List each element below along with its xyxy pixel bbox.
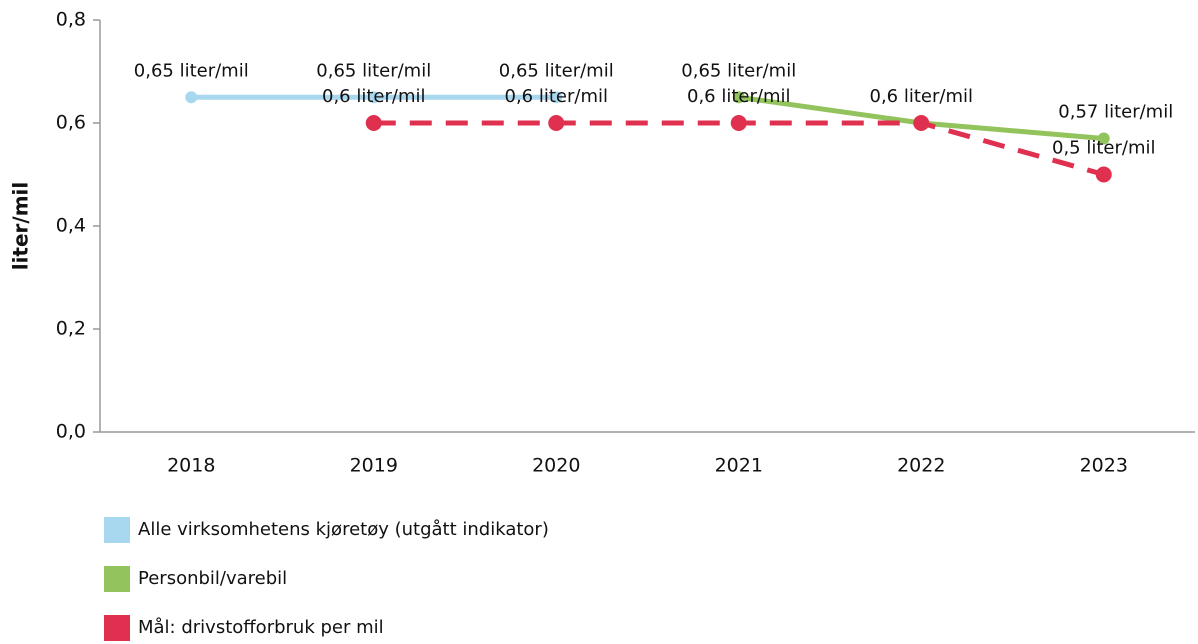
x-tick-label: 2020 <box>532 455 580 477</box>
data-label: 0,65 liter/mil <box>681 60 796 81</box>
x-tick-label: 2023 <box>1080 455 1128 477</box>
data-label: 0,65 liter/mil <box>316 60 431 81</box>
point <box>1097 132 1110 145</box>
legend-label: Mål: drivstofforbruk per mil <box>138 617 384 638</box>
data-label: 0,5 liter/mil <box>1052 138 1155 159</box>
data-label: 0,65 liter/mil <box>499 60 614 81</box>
point <box>732 91 745 104</box>
point <box>367 91 380 104</box>
data-label: 0,6 liter/mil <box>687 86 790 107</box>
legend-label: Personbil/varebil <box>138 568 287 589</box>
point <box>1095 166 1112 183</box>
data-label: 0,65 liter/mil <box>134 60 249 81</box>
y-tick-label: 0,2 <box>56 318 86 340</box>
y-tick-label: 0,4 <box>56 215 86 237</box>
legend-swatch <box>104 517 130 543</box>
point <box>730 115 747 131</box>
x-tick-label: 2022 <box>897 455 945 477</box>
data-label: 0,6 liter/mil <box>870 86 973 107</box>
legend-swatch <box>104 566 130 592</box>
y-tick-label: 0,6 <box>56 112 86 134</box>
point <box>365 115 382 131</box>
x-tick-label: 2019 <box>350 455 398 477</box>
y-tick-label: 0,0 <box>56 421 86 443</box>
point <box>550 91 563 104</box>
data-label: 0,57 liter/mil <box>1058 101 1173 122</box>
legend-label: Alle virksomhetens kjøretøy (utgått indi… <box>138 519 549 540</box>
point <box>548 115 565 131</box>
data-label: 0,6 liter/mil <box>322 86 425 107</box>
point <box>913 115 930 131</box>
y-axis-label: liter/mil <box>9 182 33 271</box>
y-tick-label: 0,8 <box>56 9 86 31</box>
legend-swatch <box>104 615 130 641</box>
x-tick-label: 2018 <box>167 455 215 477</box>
x-tick-label: 2021 <box>715 455 763 477</box>
data-label: 0,6 liter/mil <box>505 86 608 107</box>
point <box>185 91 198 104</box>
